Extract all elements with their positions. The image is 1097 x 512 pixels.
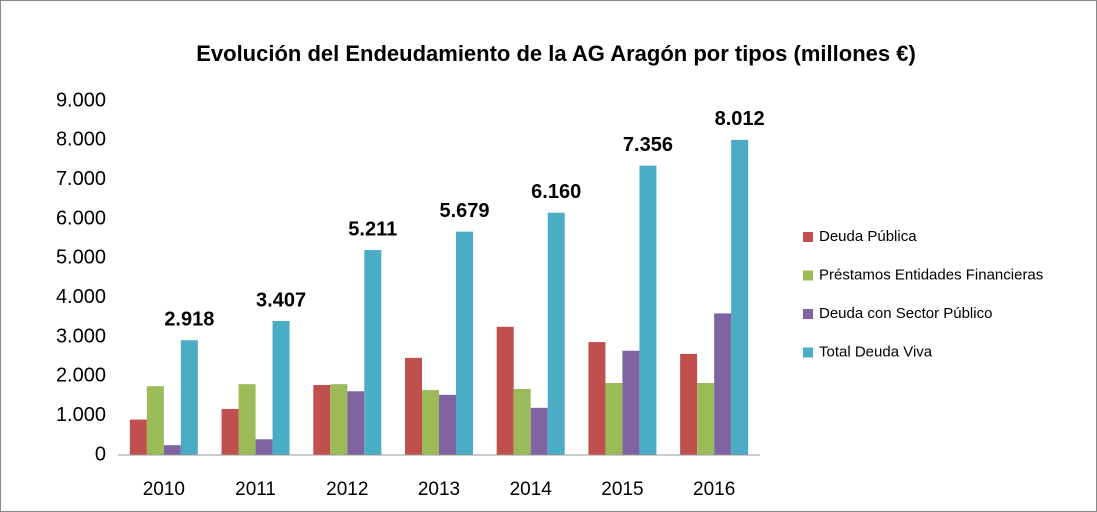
bar <box>330 384 348 455</box>
legend-swatch <box>803 309 813 319</box>
bar <box>180 340 198 455</box>
data-label: 5.679 <box>439 200 489 222</box>
legend-swatch <box>803 270 813 281</box>
bar <box>731 139 749 455</box>
bar <box>238 384 256 455</box>
y-tick-label: 9.000 <box>56 89 106 111</box>
y-tick-label: 8.000 <box>56 129 106 151</box>
x-tick-label: 2010 <box>143 479 185 500</box>
x-tick-label: 2015 <box>601 479 643 500</box>
bar <box>422 390 439 455</box>
y-tick-label: 6.000 <box>56 207 106 229</box>
bar <box>146 386 164 455</box>
bar <box>405 357 422 455</box>
x-tick-label: 2011 <box>235 479 276 500</box>
x-tick-label: 2016 <box>693 479 735 500</box>
y-tick-label: 2.000 <box>56 365 106 387</box>
y-tick-label: 4.000 <box>56 286 106 308</box>
legend-label: Total Deuda Viva <box>819 343 933 360</box>
bar <box>456 231 473 455</box>
bar <box>714 313 732 455</box>
bar <box>364 250 382 455</box>
bar <box>622 350 640 455</box>
bar <box>313 384 331 455</box>
bar <box>439 394 456 455</box>
legend-label: Deuda con Sector Público <box>819 305 992 322</box>
y-tick-label: 1.000 <box>56 404 106 426</box>
bar <box>588 342 606 455</box>
bar <box>272 320 290 455</box>
data-label: 8.012 <box>715 108 765 130</box>
data-label: 5.211 <box>348 218 397 240</box>
bar <box>680 353 698 455</box>
bar <box>697 383 715 455</box>
y-tick-label: 0 <box>95 443 106 465</box>
bar <box>639 165 657 455</box>
bar <box>530 407 548 455</box>
bar <box>513 388 531 455</box>
data-label: 2.918 <box>164 309 214 331</box>
bar <box>163 445 181 455</box>
legend-label: Préstamos Entidades Financieras <box>819 266 1043 283</box>
bar <box>255 439 273 455</box>
bar <box>221 408 239 455</box>
chart-title: Evolución del Endeudamiento de la AG Ara… <box>196 41 916 66</box>
bar <box>496 326 514 455</box>
data-label: 3.407 <box>256 289 306 311</box>
legend-label: Deuda Pública <box>819 228 917 245</box>
bar <box>347 391 365 455</box>
bar <box>547 212 565 455</box>
y-tick-label: 5.000 <box>56 247 106 269</box>
y-tick-label: 3.000 <box>56 325 106 347</box>
x-tick-label: 2013 <box>418 479 460 500</box>
y-tick-label: 7.000 <box>56 168 106 190</box>
data-label: 6.160 <box>531 181 581 203</box>
bar <box>129 419 147 455</box>
x-tick-label: 2014 <box>510 479 553 500</box>
x-tick-label: 2012 <box>326 479 368 500</box>
legend-swatch <box>803 232 813 242</box>
data-label: 7.356 <box>623 134 673 156</box>
legend-swatch <box>803 347 813 358</box>
bar <box>605 383 623 455</box>
